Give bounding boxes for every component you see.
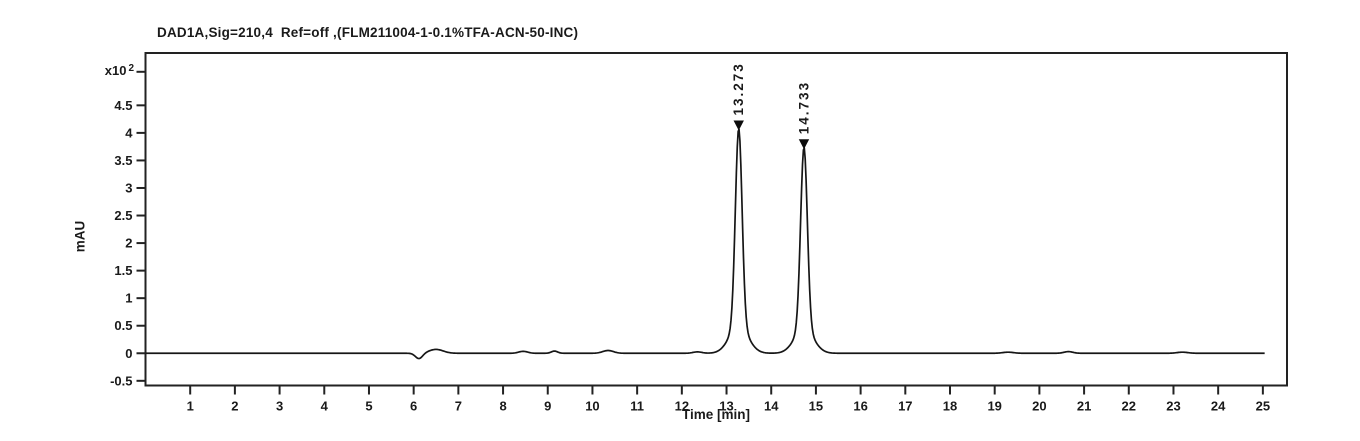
plot-border [144,52,1288,387]
peak-marker [798,139,810,150]
x-tick-label: 23 [1166,399,1180,414]
x-tick-label: 6 [410,399,417,414]
x-tick-label: 5 [365,399,372,414]
x-tick-label: 15 [809,399,823,414]
x-tick-label: 21 [1077,399,1091,414]
y-tick-label: 2 [125,236,132,251]
y-tick-label: 1.5 [114,263,132,278]
x-tick-label: 9 [544,399,551,414]
peak-label: 14.733 [796,81,811,134]
chromatogram-title: DAD1A,Sig=210,4 Ref=off ,(FLM211004-1-0.… [157,25,579,40]
x-tick-label: 2 [231,399,238,414]
peak-marker [733,120,744,131]
x-tick-label: 17 [898,399,912,414]
x-tick-label: 3 [276,399,283,414]
x-tick-label: 22 [1122,399,1136,414]
x-tick-label: 1 [187,399,194,414]
x-tick-label: 19 [987,399,1001,414]
y-tick-label: 3.5 [114,153,132,168]
y-tick-label: 4 [125,125,133,140]
x-tick-label: 11 [630,399,644,414]
x-tick-label: 25 [1256,399,1270,414]
peak-label: 13.273 [731,62,746,115]
y-tick-label: 2.5 [114,208,132,223]
scale-prefix: x10 [104,63,127,78]
signal-trace [145,128,1265,360]
x-tick-label: 13 [719,399,733,414]
scale-exponent: 2 [128,63,134,74]
y-tick-label: 1 [125,291,132,306]
x-tick-label: 24 [1211,399,1226,414]
x-tick-label: 16 [853,399,867,414]
x-tick-label: 20 [1032,399,1046,414]
y-tick-label: 0 [125,346,132,361]
x-tick-label: 4 [321,399,329,414]
y-tick-label: -0.5 [110,373,132,388]
y-tick-label: 4.5 [114,98,132,113]
x-axis-label: Time [min] [681,407,750,422]
x-tick-label: 14 [764,399,779,414]
x-tick-label: 10 [585,399,599,414]
x-tick-label: 18 [943,399,957,414]
y-tick-label: 0.5 [114,318,132,333]
x-tick-label: 8 [499,399,506,414]
y-tick-label: 3 [125,180,132,195]
x-tick-label: 7 [455,399,462,414]
x-tick-label: 12 [675,399,689,414]
y-axis-scale-label: x10 2 [70,63,134,78]
